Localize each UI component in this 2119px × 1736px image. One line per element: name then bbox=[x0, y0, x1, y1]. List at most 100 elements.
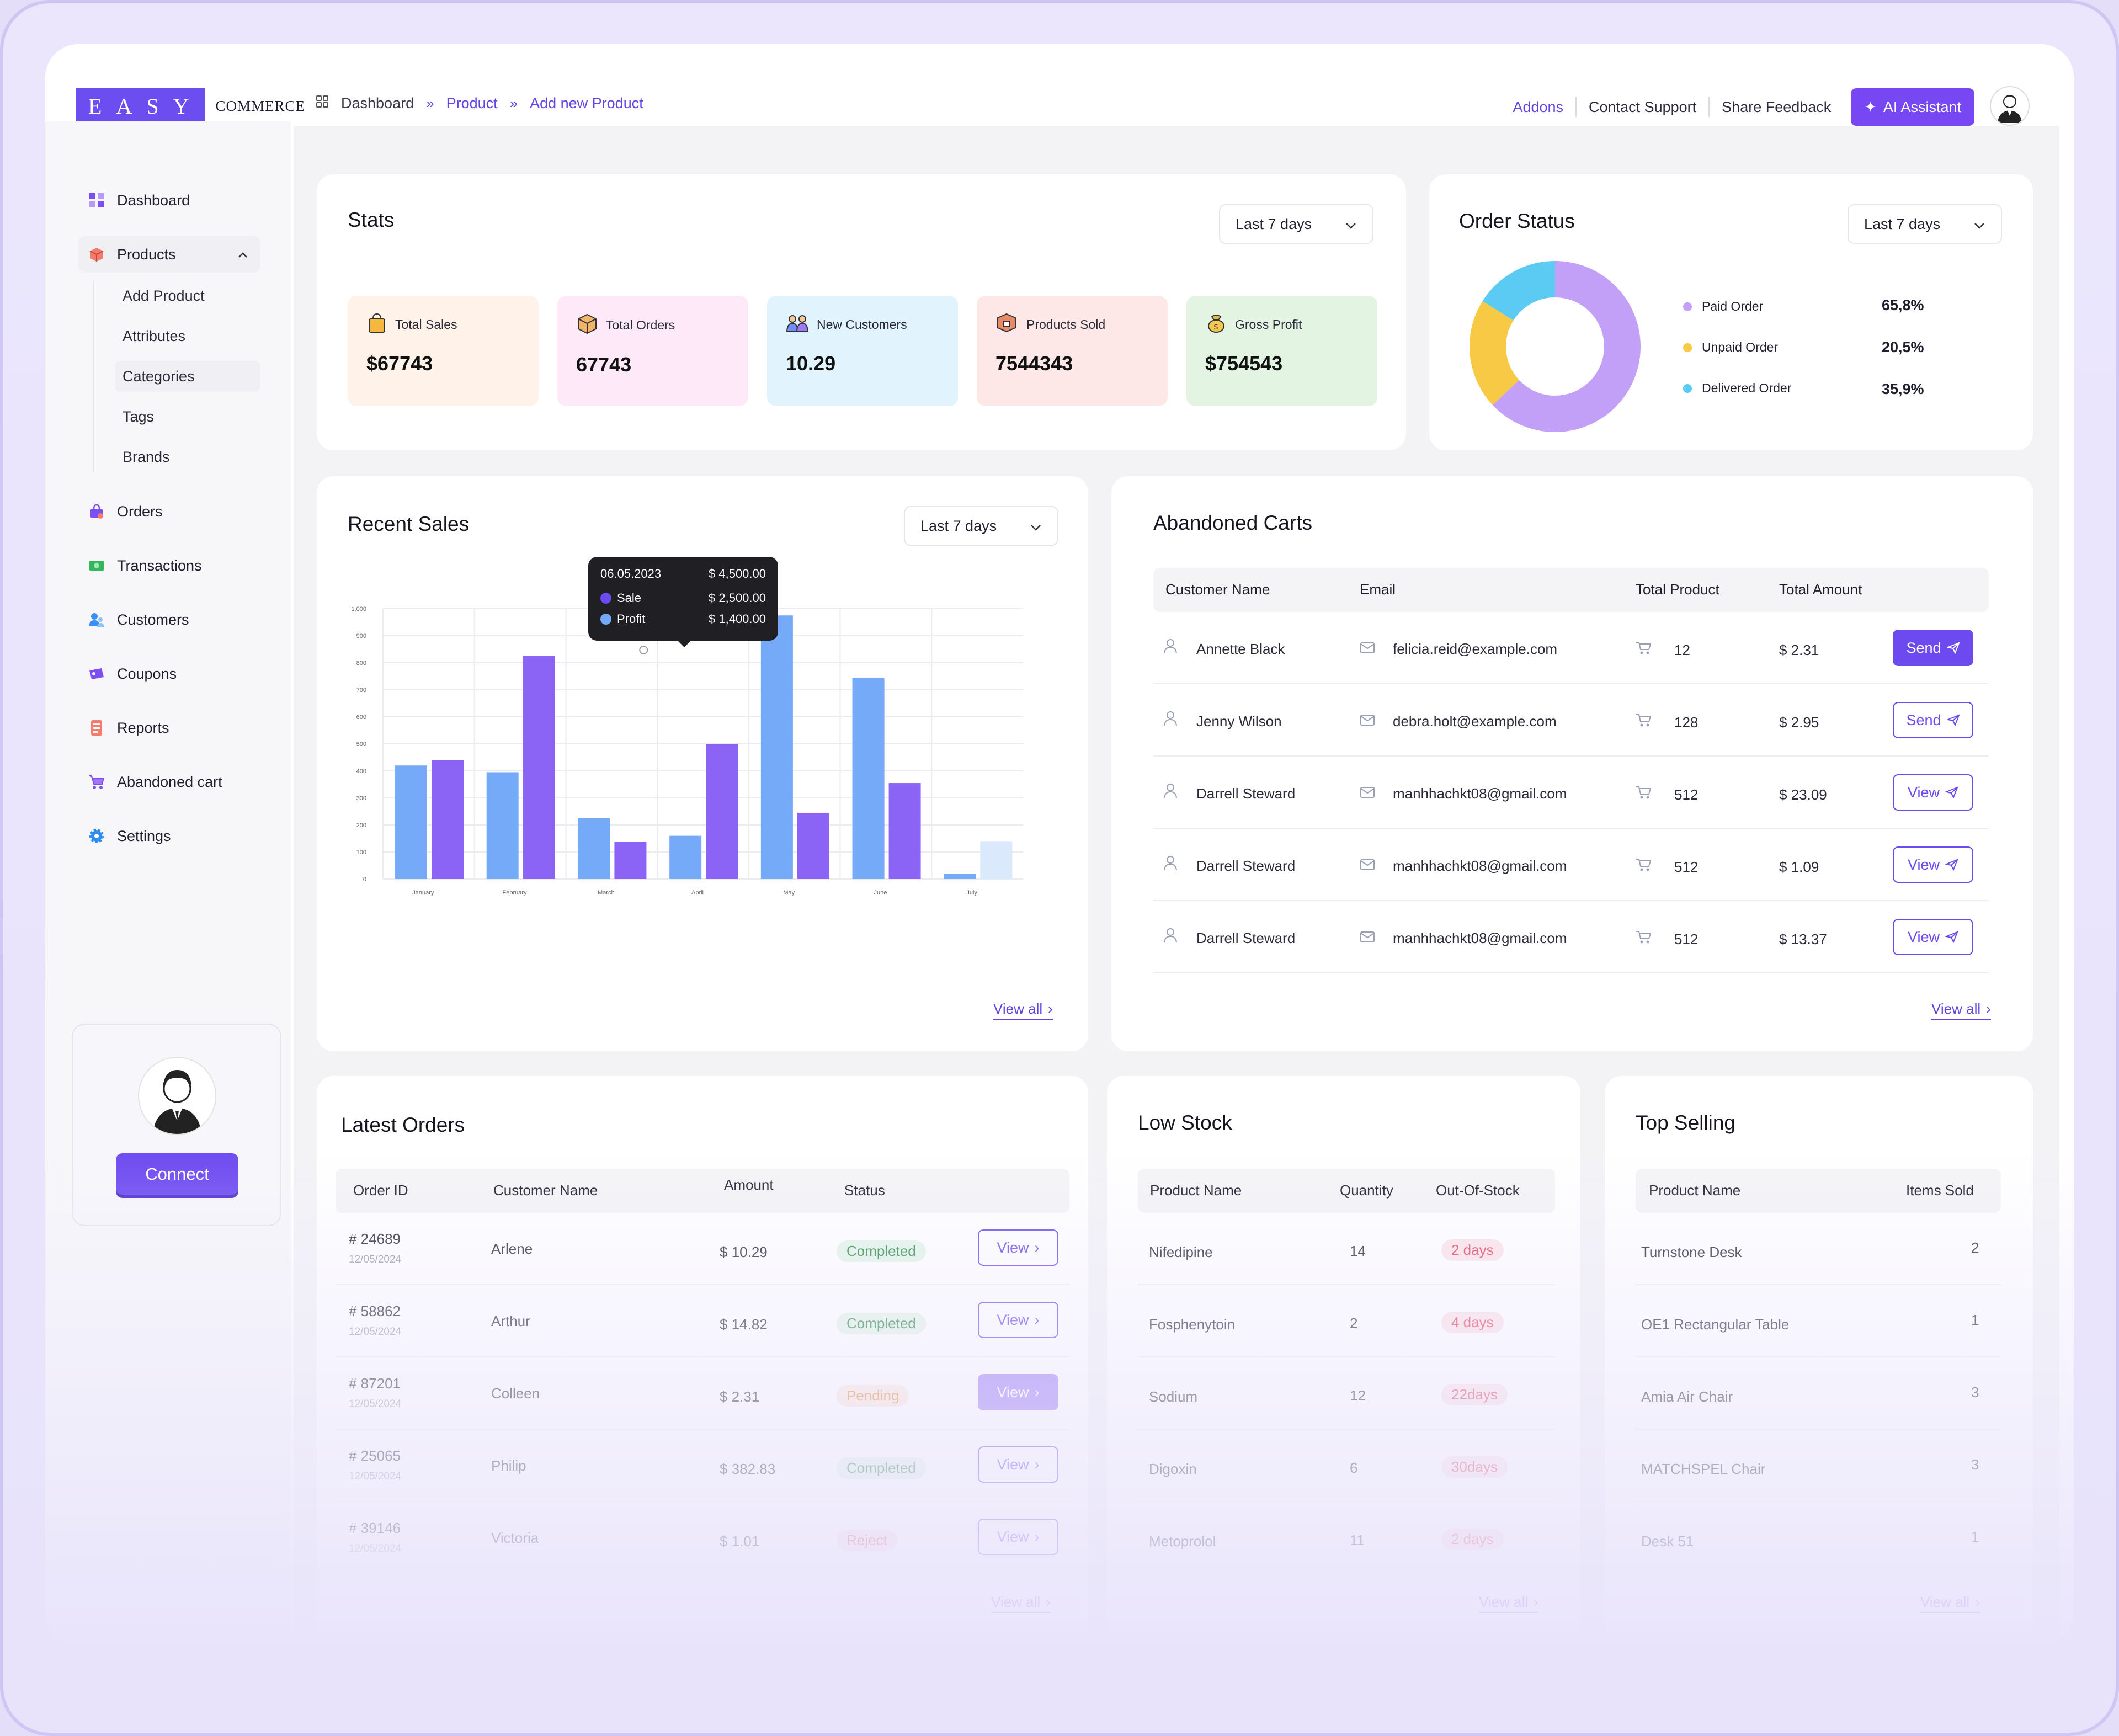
sidebar-item-transactions[interactable]: Transactions bbox=[78, 547, 260, 584]
people-icon bbox=[786, 312, 809, 337]
ticket-icon bbox=[88, 665, 105, 682]
view-button[interactable]: View bbox=[1893, 919, 1973, 955]
col-amount: Amount bbox=[724, 1176, 774, 1193]
connect-button[interactable]: Connect bbox=[116, 1153, 238, 1195]
stats-title: Stats bbox=[348, 209, 395, 231]
low-stock-header: Product Name Quantity Out-Of-Stock bbox=[1138, 1169, 1555, 1213]
top-selling-view-all[interactable]: View all › bbox=[1920, 1594, 1980, 1613]
order-status-donut bbox=[1470, 261, 1641, 432]
bar[interactable] bbox=[486, 772, 519, 879]
legend-value: 65,8% bbox=[1882, 297, 1924, 313]
subnav-attributes[interactable]: Attributes bbox=[123, 328, 186, 344]
subnav-tags[interactable]: Tags bbox=[123, 408, 155, 425]
user-avatar[interactable] bbox=[1990, 86, 2030, 126]
view-button[interactable]: View bbox=[1893, 846, 1973, 883]
support-avatar bbox=[138, 1057, 216, 1135]
y-tick-label: 900 bbox=[356, 633, 366, 640]
sidebar-item-label: Transactions bbox=[117, 557, 202, 574]
bar[interactable] bbox=[614, 842, 647, 879]
stat-gross-profit: $ Gross Profit $754543 bbox=[1186, 296, 1377, 406]
breadcrumb-add-product[interactable]: Add new Product bbox=[530, 95, 643, 111]
view-button[interactable]: View bbox=[1893, 774, 1973, 811]
x-tick-label: July bbox=[966, 890, 977, 896]
tooltip-arrow bbox=[677, 640, 692, 647]
view-button[interactable]: View › bbox=[978, 1374, 1058, 1410]
button-label: View bbox=[997, 1456, 1029, 1473]
send-button[interactable]: Send bbox=[1893, 630, 1973, 666]
order-amount: $ 14.82 bbox=[720, 1316, 768, 1333]
view-button[interactable]: View › bbox=[978, 1519, 1058, 1555]
sidebar-item-settings[interactable]: Settings bbox=[78, 818, 260, 854]
order-status-range-select[interactable]: Last 7 days bbox=[1848, 204, 2003, 244]
send-icon bbox=[1945, 859, 1958, 871]
logo[interactable]: EASY COMMERCE bbox=[76, 88, 305, 124]
bar[interactable] bbox=[578, 818, 610, 879]
bar[interactable] bbox=[760, 615, 793, 879]
view-button[interactable]: View › bbox=[978, 1302, 1058, 1338]
sidebar-item-reports[interactable]: Reports bbox=[78, 710, 260, 746]
view-button[interactable]: View › bbox=[978, 1446, 1058, 1483]
main-content: Stats Last 7 days Total Sales $67743 Tot… bbox=[294, 126, 2059, 1644]
col-items-sold: Items Sold bbox=[1906, 1182, 1974, 1199]
chevron-right-icon: › bbox=[1034, 1239, 1040, 1256]
tooltip-sale: $ 2,500.00 bbox=[709, 591, 766, 605]
cart-icon bbox=[1636, 713, 1652, 731]
table-row: # 87201 12/05/2024 Colleen $ 2.31 Pending Vie… bbox=[336, 1357, 1069, 1430]
addons-link[interactable]: Addons bbox=[1500, 97, 1577, 117]
user-icon bbox=[1163, 928, 1178, 947]
customer-name: Annette Black bbox=[1196, 641, 1285, 657]
recent-sales-range-select[interactable]: Last 7 days bbox=[904, 506, 1059, 546]
send-button[interactable]: Send bbox=[1893, 702, 1973, 738]
users-icon bbox=[88, 611, 105, 628]
latest-orders-view-all[interactable]: View all › bbox=[991, 1594, 1051, 1613]
stat-value: 67743 bbox=[576, 353, 632, 376]
bar[interactable] bbox=[669, 835, 702, 879]
tooltip-date: 06.05.2023 bbox=[600, 567, 662, 581]
stat-label: Gross Profit bbox=[1235, 317, 1302, 332]
sidebar-item-coupons[interactable]: Coupons bbox=[78, 656, 260, 692]
mail-icon bbox=[1360, 930, 1375, 947]
chevron-up-icon bbox=[237, 247, 248, 262]
user-icon bbox=[1163, 783, 1178, 802]
col-quantity: Quantity bbox=[1340, 1182, 1393, 1199]
subnav-add-product[interactable]: Add Product bbox=[123, 287, 205, 304]
view-button[interactable]: View › bbox=[978, 1229, 1058, 1266]
col-product-name: Product Name bbox=[1150, 1182, 1242, 1199]
sidebar-item-customers[interactable]: Customers bbox=[78, 601, 260, 638]
sidebar-item-products[interactable]: Products bbox=[78, 236, 260, 273]
bar[interactable] bbox=[852, 677, 885, 879]
abandoned-view-all[interactable]: View all › bbox=[1931, 1000, 1991, 1020]
user-icon bbox=[1163, 638, 1178, 658]
bar[interactable] bbox=[944, 874, 976, 879]
bar[interactable] bbox=[706, 744, 738, 879]
subnav-brands[interactable]: Brands bbox=[123, 449, 170, 465]
breadcrumb-product[interactable]: Product bbox=[446, 95, 498, 111]
order-id: # 25065 bbox=[349, 1447, 401, 1464]
stat-label: Products Sold bbox=[1026, 317, 1106, 332]
bar[interactable] bbox=[797, 812, 829, 879]
latest-orders-header: Order ID Customer Name Amount Status bbox=[336, 1169, 1069, 1213]
stats-range-select[interactable]: Last 7 days bbox=[1219, 204, 1374, 244]
sidebar-item-orders[interactable]: Orders bbox=[78, 493, 260, 530]
sidebar-item-abandoned-cart[interactable]: Abandoned cart bbox=[78, 764, 260, 800]
sidebar-item-dashboard[interactable]: Dashboard bbox=[78, 182, 260, 219]
low-stock-view-all[interactable]: View all › bbox=[1479, 1594, 1538, 1613]
bar[interactable] bbox=[888, 783, 921, 879]
sidebar-item-label: Settings bbox=[117, 827, 171, 844]
bar[interactable] bbox=[523, 656, 555, 879]
share-feedback-link[interactable]: Share Feedback bbox=[1722, 99, 1832, 115]
bar[interactable] bbox=[432, 760, 464, 879]
col-email: Email bbox=[1360, 581, 1396, 598]
items-sold: 1 bbox=[1971, 1529, 1979, 1545]
contact-support-link[interactable]: Contact Support bbox=[1577, 97, 1710, 117]
y-tick-label: 700 bbox=[356, 687, 366, 694]
bar[interactable] bbox=[980, 841, 1013, 879]
bar[interactable] bbox=[395, 765, 427, 879]
recent-sales-view-all[interactable]: View all › bbox=[993, 1000, 1053, 1020]
subnav-categories[interactable]: Categories bbox=[115, 361, 260, 392]
legend-value: 20,5% bbox=[1882, 339, 1924, 355]
chevron-right-icon: › bbox=[1986, 1000, 1991, 1017]
order-date: 12/05/2024 bbox=[349, 1471, 402, 1482]
breadcrumb-dashboard[interactable]: Dashboard bbox=[341, 95, 414, 111]
ai-assistant-button[interactable]: ✦ AI Assistant bbox=[1851, 88, 1974, 126]
